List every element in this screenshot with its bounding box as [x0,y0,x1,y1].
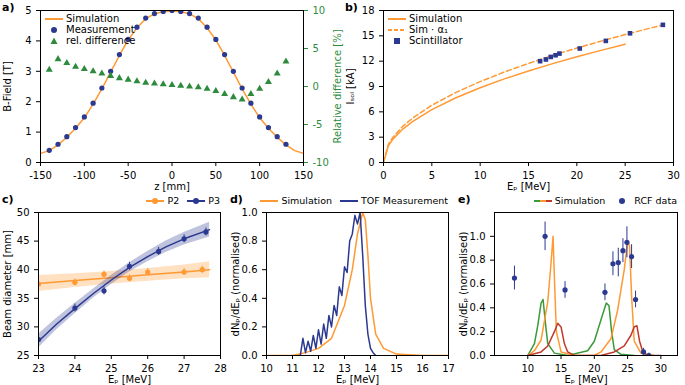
svg-text:18: 18 [362,5,375,16]
html-text:Simulation: Simulation [281,195,332,206]
svg-text:0: 0 [368,157,374,168]
svg-text:9: 9 [368,81,374,92]
html-text:Simulation: Simulation [66,13,120,24]
svg-text:-5: -5 [313,119,323,130]
svg-text:10: 10 [313,5,326,16]
svg-text:26: 26 [141,363,154,374]
html-text:RCF data: RCF data [634,195,677,206]
svg-text:B-Field [T]: B-Field [T] [2,61,13,112]
html-text:P3: P3 [208,195,220,206]
svg-text:45: 45 [17,235,30,246]
svg-text:15: 15 [522,170,535,181]
svg-text:25: 25 [621,363,634,374]
svg-text:20: 20 [588,363,601,374]
html-text:Simulation: Simulation [409,13,463,24]
svg-text:24: 24 [69,363,82,374]
svg-text:40: 40 [17,264,30,275]
svg-text:0: 0 [25,157,31,168]
svg-text:50: 50 [209,170,222,181]
svg-text:15: 15 [390,363,403,374]
svg-text:0.6: 0.6 [470,278,486,289]
svg-text:0.0: 0.0 [470,350,486,361]
svg-text:0: 0 [313,81,319,92]
html-text:Sim · α₁: Sim · α₁ [409,24,448,35]
svg-text:4: 4 [25,35,31,46]
svg-text:25: 25 [105,363,118,374]
svg-text:-50: -50 [120,170,136,181]
svg-text:30: 30 [654,363,667,374]
svg-text:150: 150 [294,170,313,181]
svg-text:17: 17 [442,363,455,374]
svg-text:100: 100 [250,170,269,181]
svg-text:0.2: 0.2 [470,326,486,337]
svg-text:Eₚ [MeV]: Eₚ [MeV] [336,374,379,385]
svg-text:5: 5 [25,5,31,16]
svg-text:-10: -10 [313,157,329,168]
svg-text:50: 50 [17,207,30,218]
svg-text:Iₛₒₗ [kA]: Iₛₒₗ [kA] [345,68,356,104]
svg-text:12: 12 [312,363,325,374]
svg-text:1: 1 [25,126,31,137]
svg-text:16: 16 [416,363,429,374]
svg-text:25: 25 [619,170,632,181]
svg-text:Eₚ [MeV]: Eₚ [MeV] [564,374,607,385]
svg-text:0.0: 0.0 [242,350,258,361]
html-text:Simulation: Simulation [554,195,606,206]
svg-text:dNₚ/dEₚ (normalised): dNₚ/dEₚ (normalised) [230,231,241,336]
svg-text:15: 15 [362,30,375,41]
html-text:TOF Measurement: TOF Measurement [361,195,448,206]
svg-text:23: 23 [32,363,45,374]
svg-text:Relative difference [%]: Relative difference [%] [332,29,343,143]
svg-text:0.8: 0.8 [470,254,486,265]
svg-text:0: 0 [169,170,175,181]
svg-text:11: 11 [286,363,299,374]
svg-text:6: 6 [368,106,374,117]
svg-text:0.2: 0.2 [242,321,258,332]
svg-text:2: 2 [25,96,31,107]
html-text:Measurement: Measurement [66,24,135,35]
svg-text:z [mm]: z [mm] [154,181,190,192]
svg-text:Eₚ [MeV]: Eₚ [MeV] [108,374,151,385]
svg-text:28: 28 [214,363,227,374]
svg-text:0.8: 0.8 [242,235,258,246]
svg-text:10: 10 [521,363,534,374]
svg-text:12: 12 [362,55,375,66]
html-text:d): d) [230,193,243,206]
svg-text:30: 30 [17,321,30,332]
svg-text:10: 10 [474,170,487,181]
html-text:rel. difference: rel. difference [66,35,136,46]
svg-text:Beam diameter [mm]: Beam diameter [mm] [2,230,13,338]
svg-text:15: 15 [555,363,568,374]
svg-text:dNₚ/dEₚ (normalised): dNₚ/dEₚ (normalised) [458,231,469,336]
svg-text:0.4: 0.4 [470,302,486,313]
svg-text:10: 10 [260,363,273,374]
svg-text:5: 5 [313,43,319,54]
svg-text:Eₚ [MeV]: Eₚ [MeV] [507,181,550,192]
html-text:P2: P2 [167,195,180,206]
svg-text:0.6: 0.6 [242,264,258,275]
svg-text:1.0: 1.0 [470,231,486,242]
svg-text:0.4: 0.4 [242,293,258,304]
html-text:a): a) [2,1,15,14]
svg-text:13: 13 [338,363,351,374]
svg-text:3: 3 [368,131,374,142]
svg-text:14: 14 [364,363,377,374]
html-text:b): b) [345,1,358,14]
svg-text:-100: -100 [73,170,96,181]
html-text:Scintillator: Scintillator [409,35,463,46]
svg-text:5: 5 [429,170,435,181]
html-text:c): c) [2,193,14,206]
html-text:e): e) [458,193,471,206]
svg-text:27: 27 [178,363,191,374]
svg-text:35: 35 [17,293,30,304]
svg-text:30: 30 [667,170,680,181]
svg-text:0: 0 [380,170,386,181]
svg-text:-150: -150 [29,170,52,181]
svg-text:20: 20 [570,170,583,181]
svg-text:1.0: 1.0 [242,207,258,218]
svg-text:3: 3 [25,66,31,77]
svg-text:25: 25 [17,350,30,361]
